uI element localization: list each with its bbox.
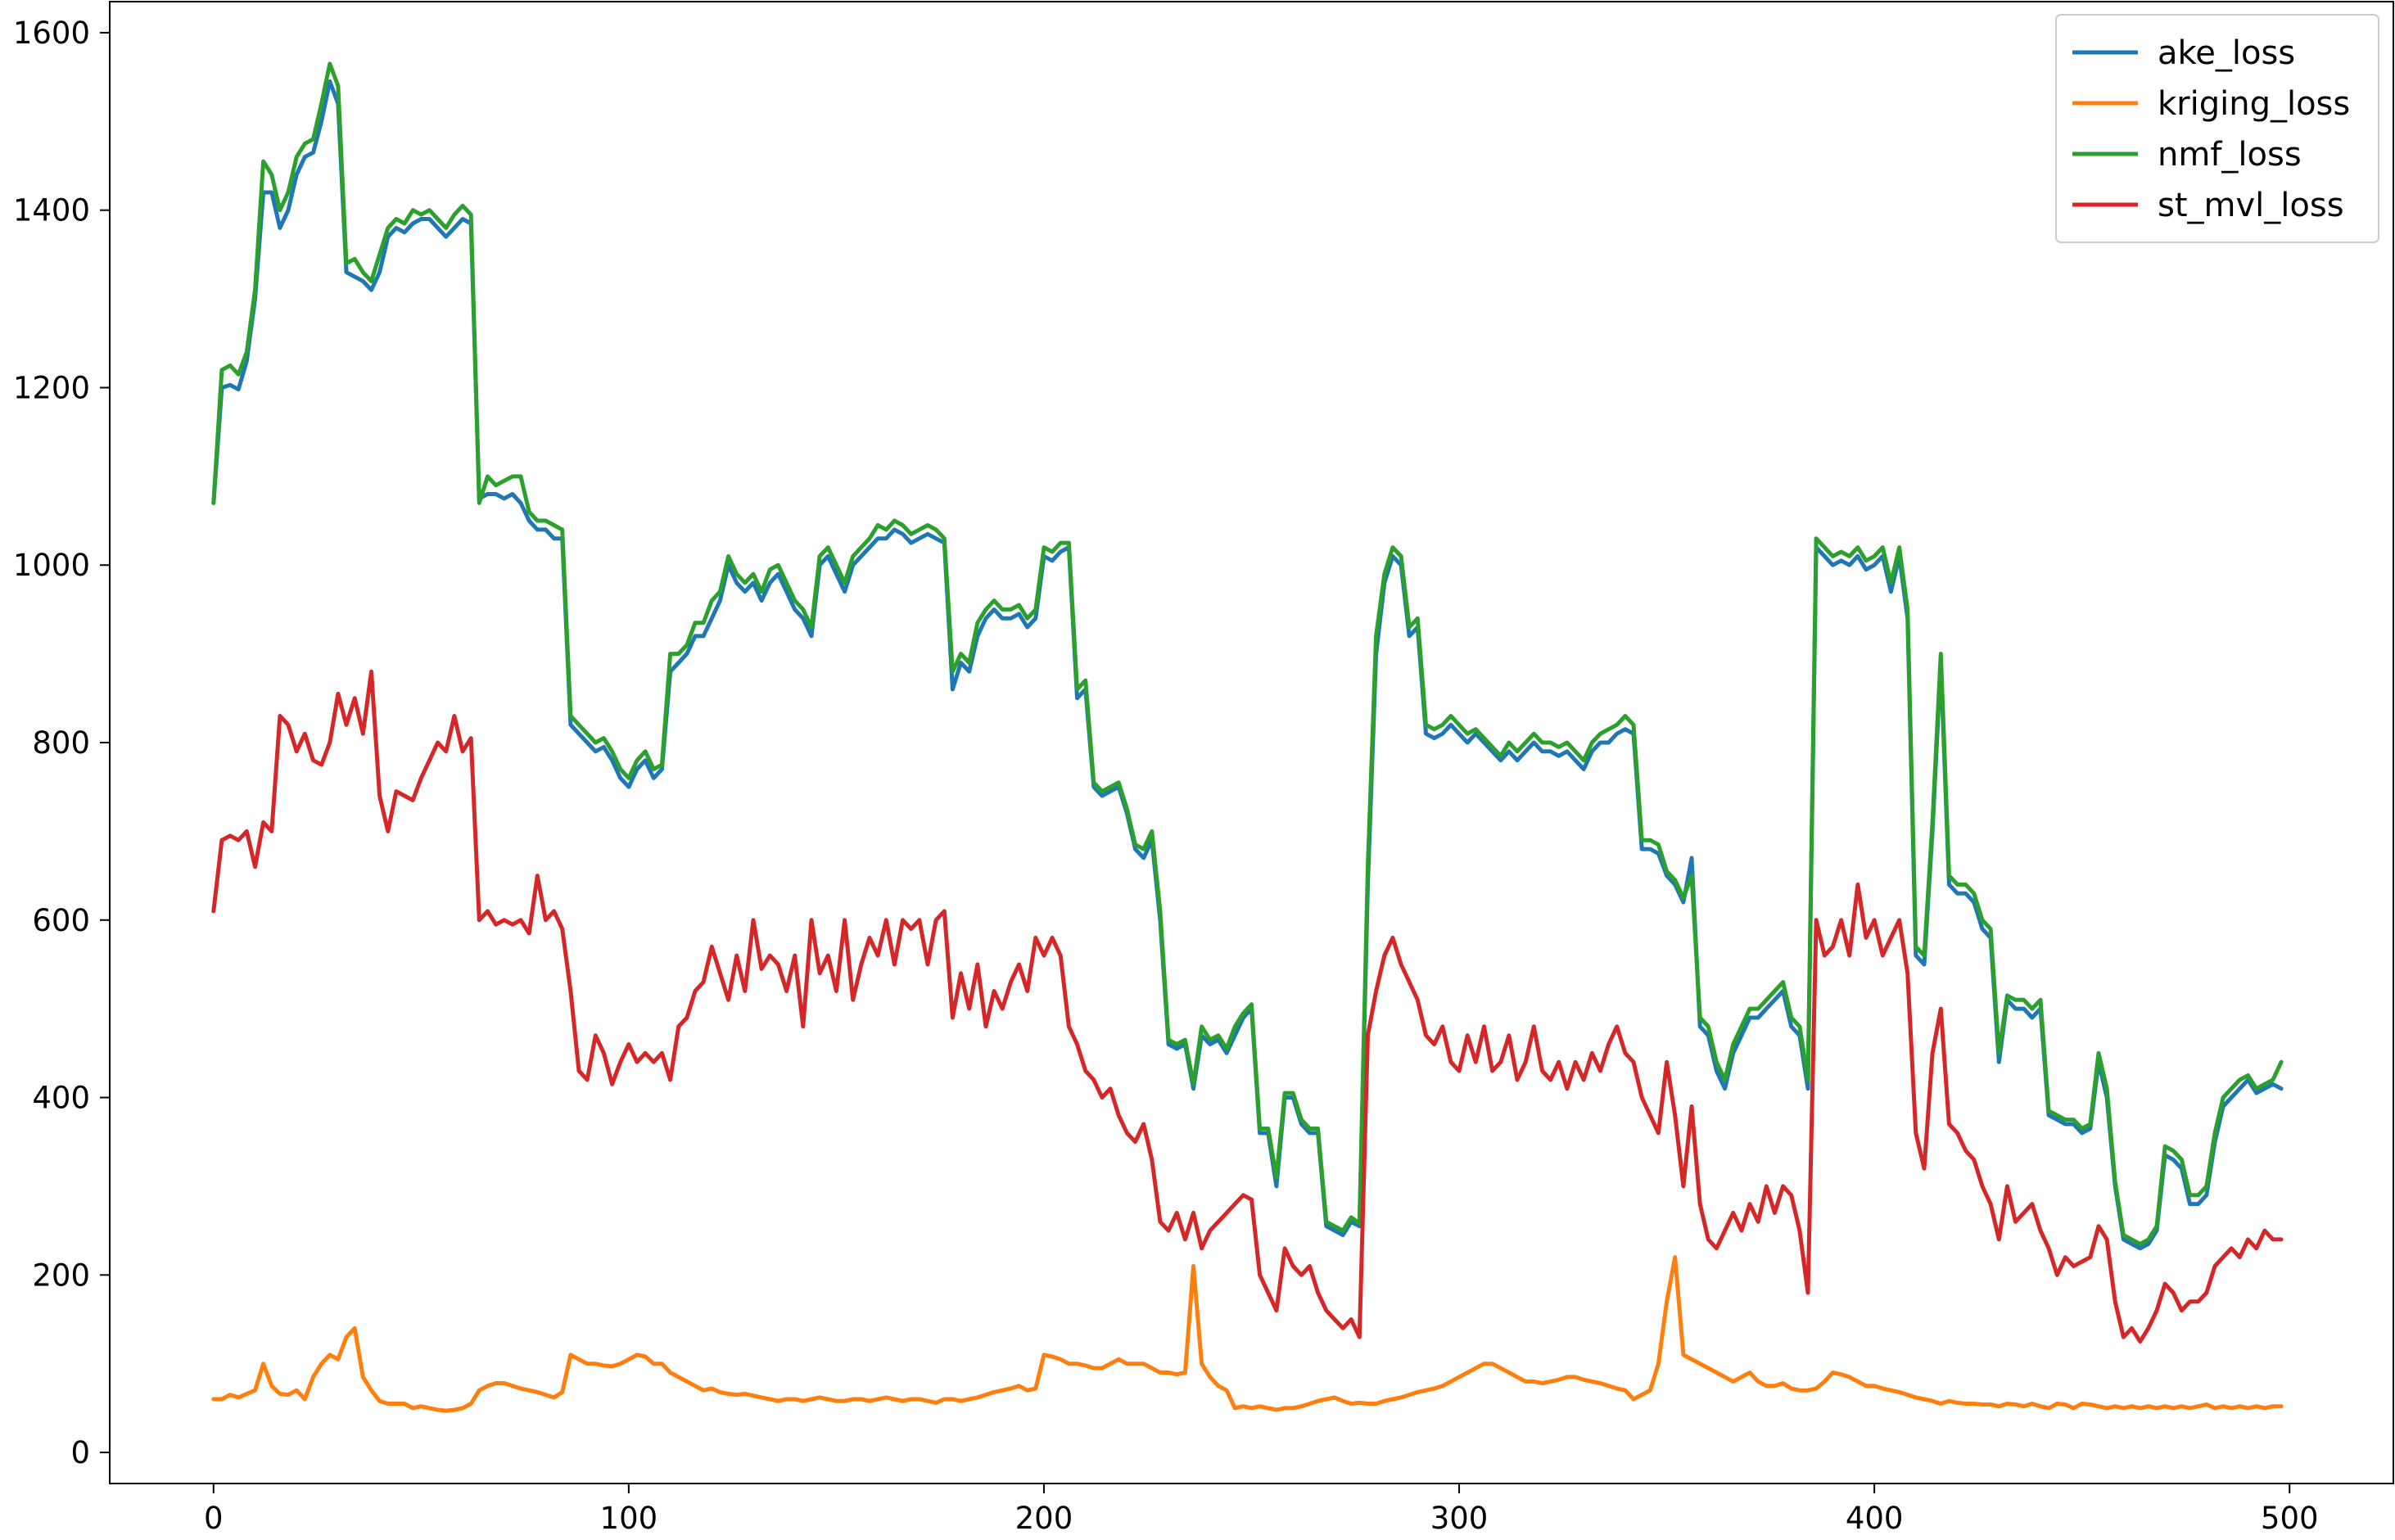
legend-box: [2055, 14, 2379, 243]
y-tick-label: 1600: [13, 16, 90, 51]
legend-label-st_mvl_loss: st_mvl_loss: [2158, 187, 2344, 224]
series-line-kriging_loss: [211, 1255, 2284, 1413]
x-tick-label: 200: [1015, 1501, 1073, 1536]
y-tick-label: 600: [32, 903, 90, 938]
y-tick-label: 800: [32, 725, 90, 761]
x-tick-label: 400: [1846, 1501, 1904, 1536]
legend-label-nmf_loss: nmf_loss: [2158, 136, 2302, 174]
series-line-nmf_loss: [211, 61, 2284, 1246]
series-line-st_mvl_loss: [211, 669, 2284, 1344]
x-tick-label: 0: [204, 1501, 224, 1536]
x-tick-label: 300: [1430, 1501, 1489, 1536]
x-tick-label: 100: [600, 1501, 658, 1536]
y-tick-label: 1000: [13, 548, 90, 583]
y-tick-label: 1400: [13, 193, 90, 228]
legend-label-kriging_loss: kriging_loss: [2158, 85, 2350, 123]
y-tick-label: 400: [32, 1081, 90, 1116]
y-tick-label: 0: [70, 1435, 90, 1470]
series-layer: [211, 61, 2284, 1413]
y-tick-label: 1200: [13, 370, 90, 405]
legend-label-ake_loss: ake_loss: [2158, 34, 2295, 72]
y-tick-label: 200: [32, 1258, 90, 1293]
legend: ake_loss kriging_loss nmf_loss st_mvl_loss: [2055, 14, 2379, 243]
x-tick-label: 500: [2261, 1501, 2319, 1536]
axes-layer: 0 100 200 300 400 500 0 200 400 600 800 1000 1200 140…: [13, 16, 2319, 1536]
